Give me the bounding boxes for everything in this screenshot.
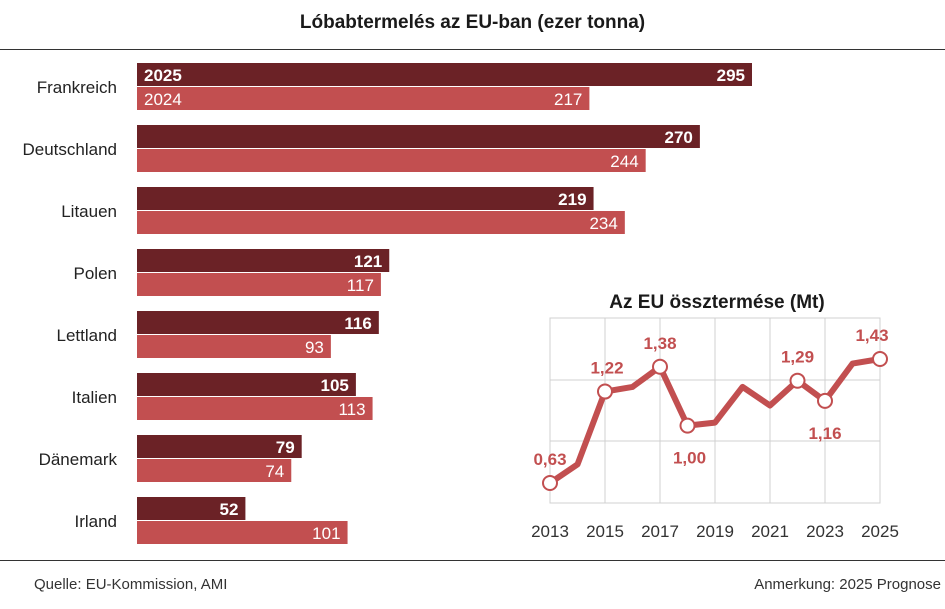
source-note: Quelle: EU-Kommission, AMI <box>34 576 228 593</box>
value-label-2025: 270 <box>665 128 693 147</box>
footer-divider <box>0 560 945 561</box>
bar-2025-italien <box>137 373 356 396</box>
bar-2024-italien <box>137 397 373 420</box>
x-tick-label: 2023 <box>806 522 844 541</box>
data-label: 1,29 <box>781 348 814 367</box>
data-point-marker <box>789 372 806 389</box>
data-label: 1,43 <box>855 326 888 345</box>
x-tick-label: 2017 <box>641 522 679 541</box>
data-point-marker <box>597 383 613 400</box>
value-label-2025: 295 <box>717 66 745 85</box>
bar-2024-lettland <box>137 335 331 358</box>
legend-label-2025: 2025 <box>144 66 182 85</box>
category-label-dänemark: Dänemark <box>39 450 118 469</box>
data-point-marker <box>652 358 668 375</box>
x-tick-label: 2025 <box>861 522 899 541</box>
bar-2024-litauen <box>137 211 625 234</box>
bar-2024-irland <box>137 521 348 544</box>
category-label-deutschland: Deutschland <box>22 140 117 159</box>
bar-2025-frankreich <box>137 63 752 86</box>
data-label: 0,63 <box>533 450 566 469</box>
x-tick-label: 2015 <box>586 522 624 541</box>
category-label-polen: Polen <box>74 264 117 283</box>
line-chart: Az EU össztermése (Mt) 0,63 1,22 1,38 1,00 1,… <box>531 292 899 541</box>
bar-2025-litauen <box>137 187 594 210</box>
value-label-2024: 113 <box>338 400 365 419</box>
chart-title: Lóbabtermelés az EU-ban (ezer tonna) <box>299 12 646 33</box>
category-label-irland: Irland <box>74 512 117 531</box>
bar-2024-frankreich <box>137 87 590 110</box>
category-label-italien: Italien <box>72 388 117 407</box>
data-label: 1,00 <box>673 449 706 468</box>
value-label-2025: 105 <box>321 376 349 395</box>
bar-2025-irland <box>137 497 246 520</box>
x-tick-label: 2013 <box>531 522 569 541</box>
line-chart-title: Az EU össztermése (Mt) <box>609 292 824 313</box>
value-label-2025: 116 <box>344 314 371 333</box>
data-label: 1,22 <box>590 359 623 378</box>
forecast-note: Anmerkung: 2025 Prognose <box>754 576 941 593</box>
bar-2025-deutschland <box>137 125 700 148</box>
data-point-marker <box>679 417 696 434</box>
bar-2025-lettland <box>137 311 379 334</box>
value-label-2024: 217 <box>554 90 582 109</box>
bar-2025-dänemark <box>137 435 302 458</box>
bar-2024-deutschland <box>137 149 646 172</box>
category-label-lettland: Lettland <box>57 326 118 345</box>
data-label: 1,38 <box>643 334 676 353</box>
value-label-2025: 79 <box>276 438 295 457</box>
category-label-frankreich: Frankreich <box>37 78 117 97</box>
value-label-2024: 93 <box>305 338 324 357</box>
bar-chart: Frankreich 295 217 2025 2024 Deutschland 270 24… <box>22 63 752 544</box>
title-divider <box>0 49 945 50</box>
bar-2024-polen <box>137 273 381 296</box>
value-label-2025: 52 <box>219 500 238 519</box>
data-point-marker <box>542 475 558 491</box>
x-tick-label: 2021 <box>751 522 789 541</box>
data-point-marker <box>817 392 833 409</box>
value-label-2024: 244 <box>610 152 638 171</box>
value-label-2024: 101 <box>312 524 340 543</box>
bar-2025-polen <box>137 249 390 272</box>
legend-label-2024: 2024 <box>144 90 182 109</box>
value-label-2024: 74 <box>265 462 284 481</box>
bar-2024-dänemark <box>137 459 292 482</box>
value-label-2025: 121 <box>354 252 382 271</box>
x-tick-label: 2019 <box>696 522 734 541</box>
value-label-2024: 234 <box>589 214 617 233</box>
value-label-2024: 117 <box>347 276 374 295</box>
data-point-marker <box>872 351 888 367</box>
value-label-2025: 219 <box>558 190 586 209</box>
category-label-litauen: Litauen <box>61 202 117 221</box>
data-label: 1,16 <box>808 424 841 443</box>
